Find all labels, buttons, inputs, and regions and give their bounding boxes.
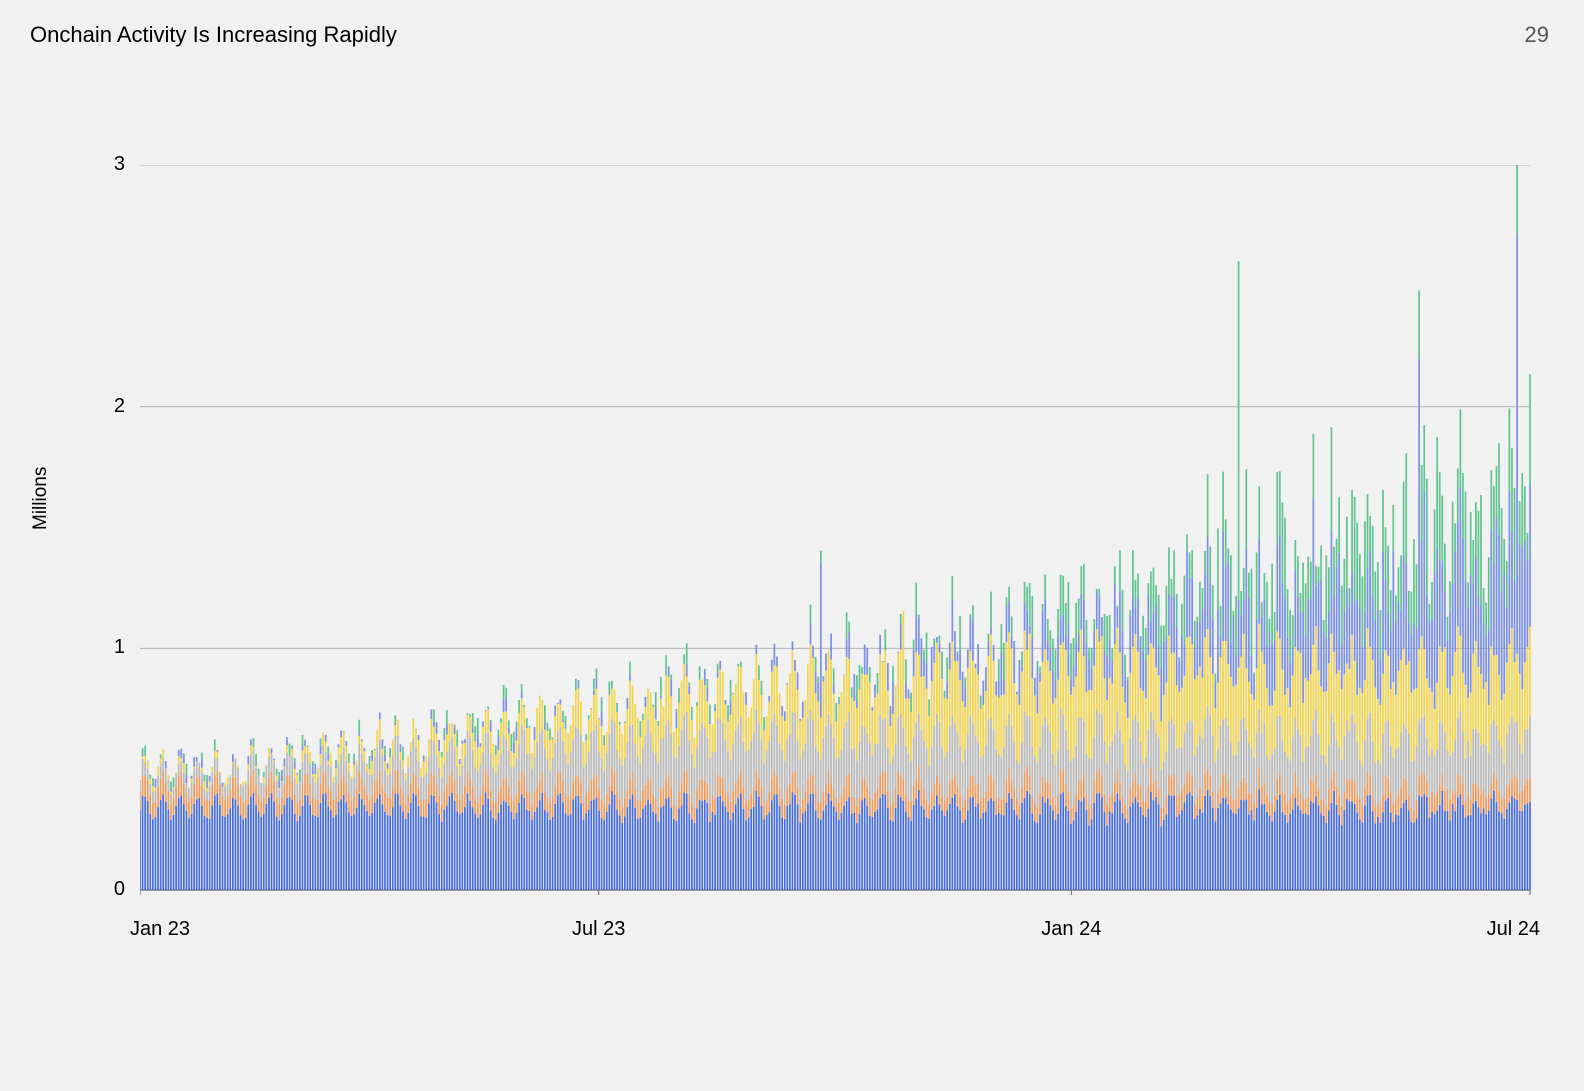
y-tick: 1 — [75, 636, 125, 659]
x-tick: Jan 24 — [1031, 918, 1111, 941]
y-tick: 2 — [75, 395, 125, 418]
page-number: 29 — [1525, 22, 1549, 48]
chart-title: Onchain Activity Is Increasing Rapidly — [30, 22, 397, 48]
y-axis-label: Millions — [30, 467, 52, 530]
stacked-bar-chart — [140, 165, 1535, 895]
x-tick: Jul 24 — [1460, 918, 1540, 941]
y-tick: 0 — [75, 878, 125, 901]
x-tick: Jan 23 — [130, 918, 210, 941]
y-tick: 3 — [75, 153, 125, 176]
bars — [140, 165, 1531, 890]
page: Onchain Activity Is Increasing Rapidly 2… — [0, 0, 1584, 1091]
x-tick: Jul 23 — [559, 918, 639, 941]
